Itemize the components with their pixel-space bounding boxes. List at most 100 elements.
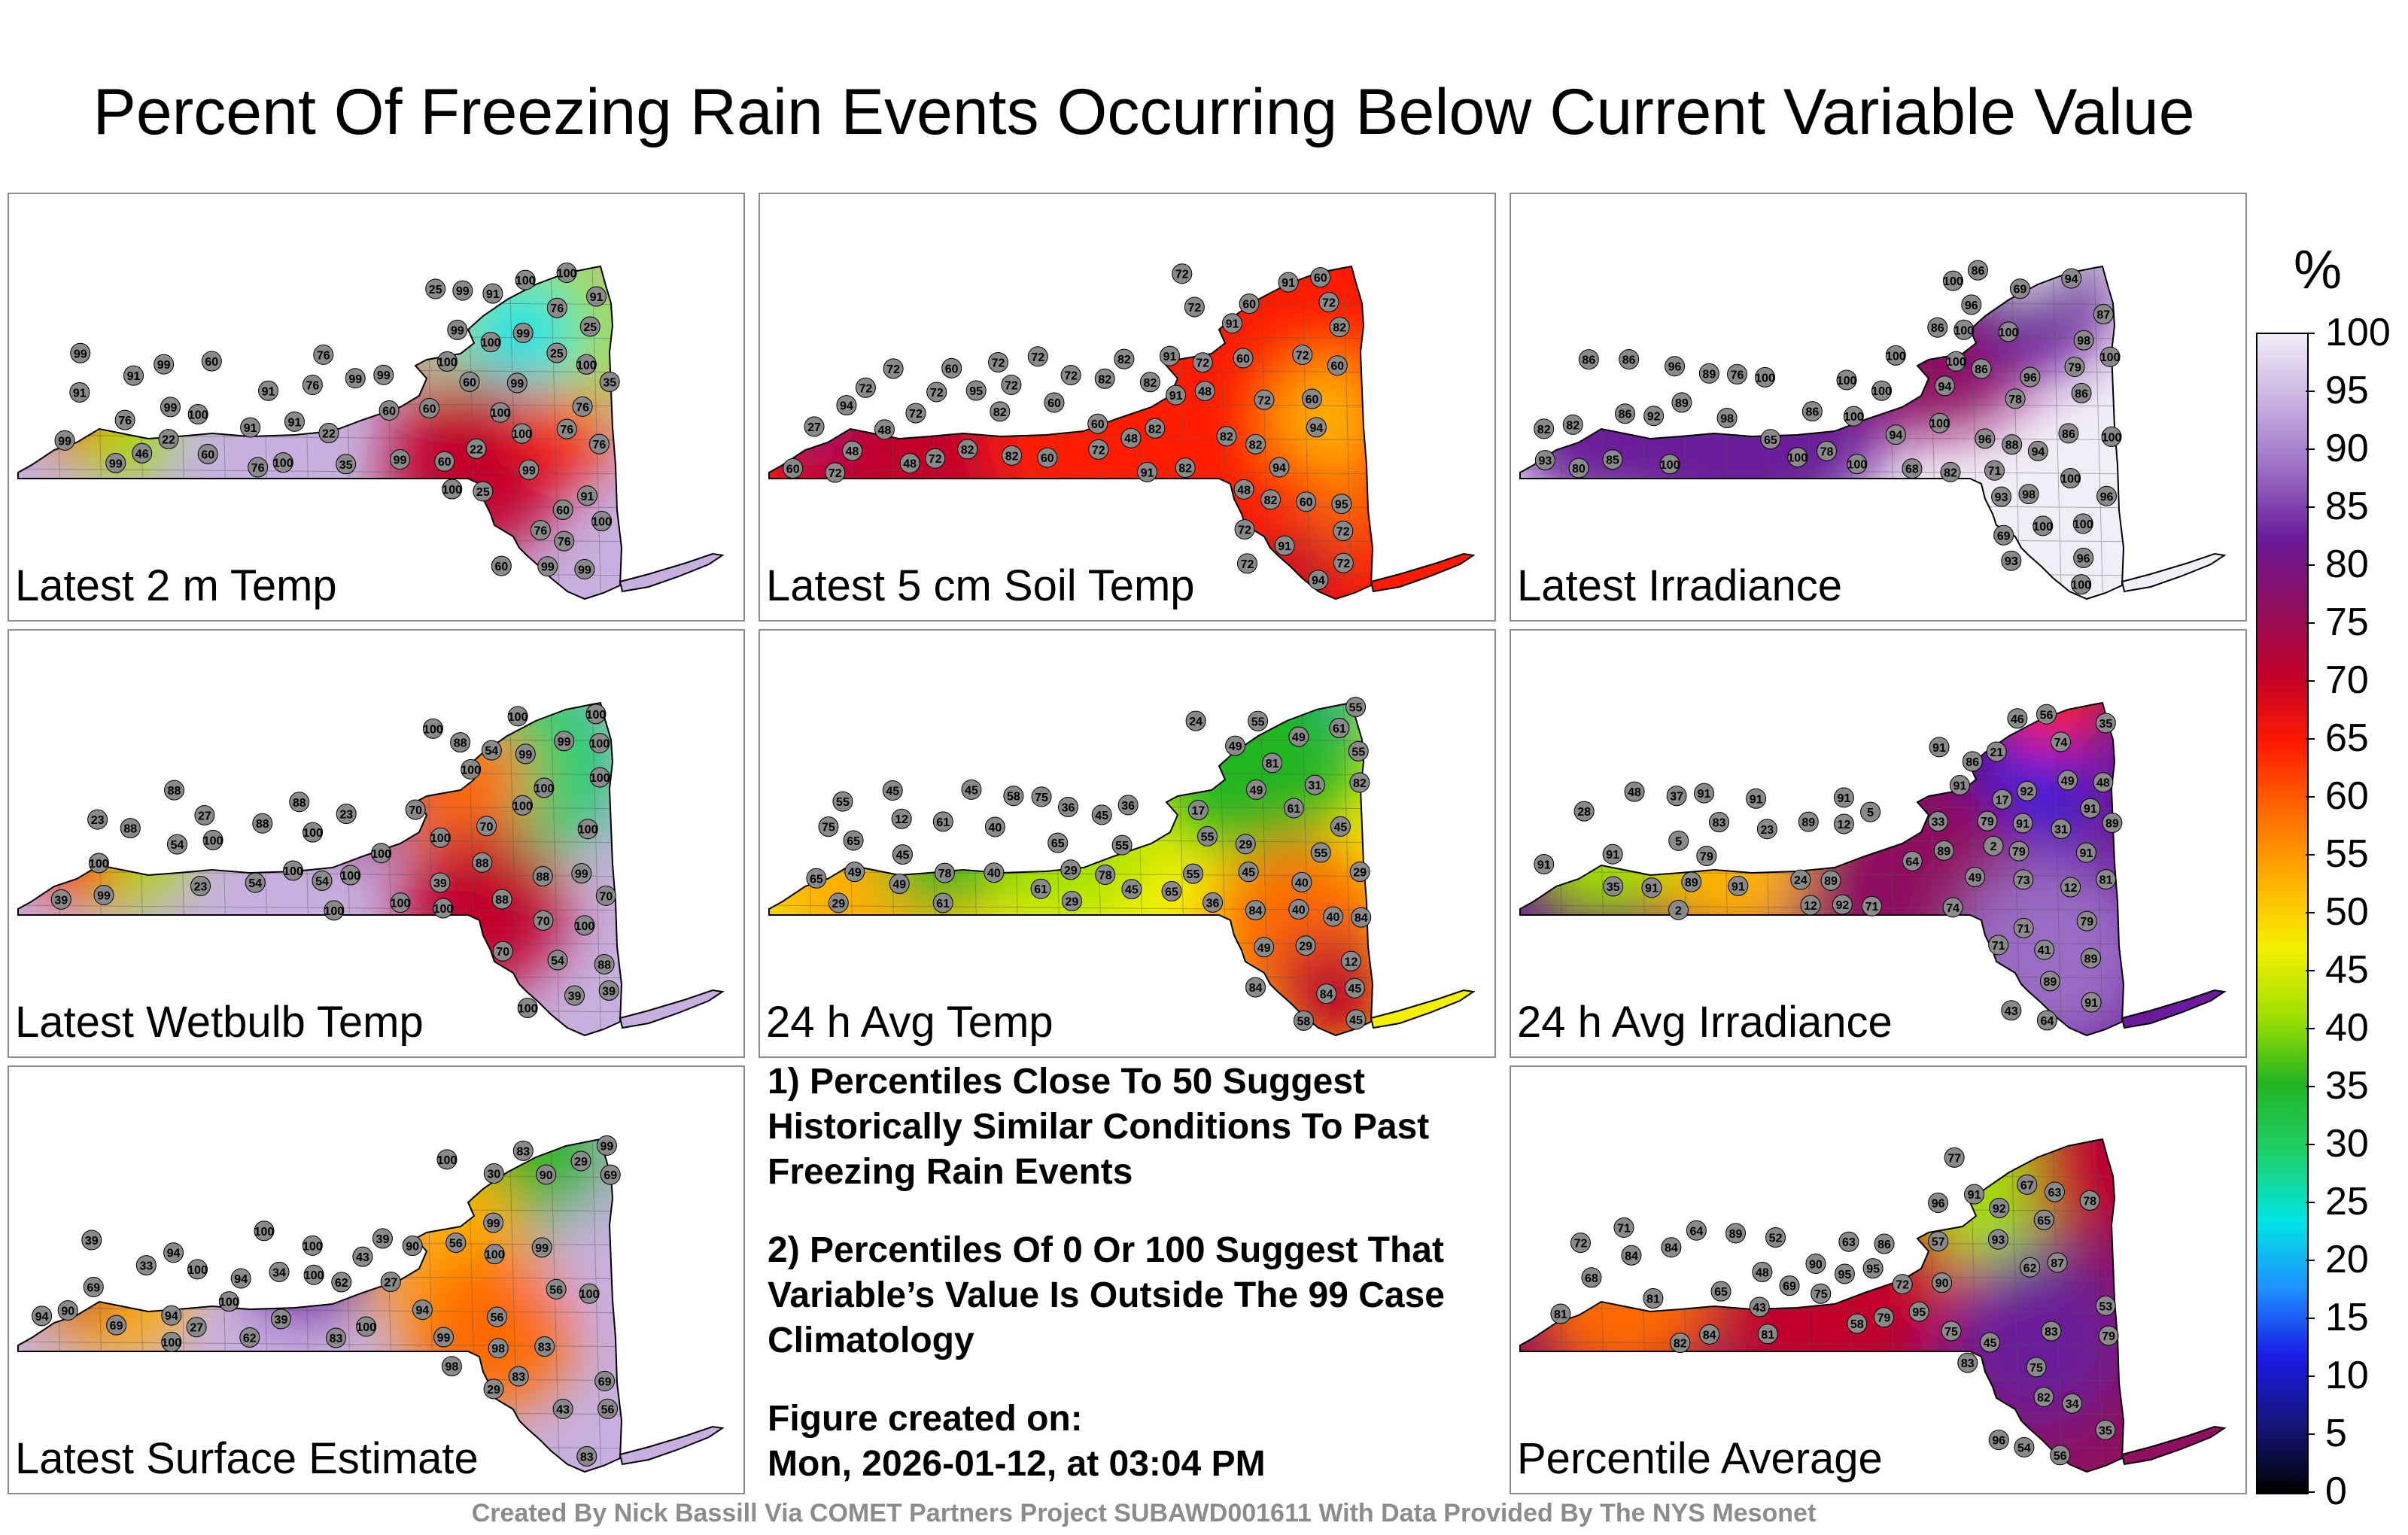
station-value: 27 bbox=[190, 1322, 203, 1335]
station-dot bbox=[1670, 1333, 1691, 1354]
station-dot bbox=[1727, 363, 1748, 385]
station-value: 82 bbox=[993, 406, 1007, 419]
station-marker: 76 bbox=[248, 457, 269, 478]
station-value: 62 bbox=[335, 1277, 348, 1290]
station-dot bbox=[1304, 774, 1325, 795]
station-dot bbox=[1798, 811, 1819, 832]
station-dot bbox=[1811, 1283, 1832, 1304]
station-value: 69 bbox=[110, 1320, 123, 1333]
station-value: 91 bbox=[2084, 803, 2097, 816]
station-marker: 100 bbox=[589, 733, 610, 754]
station-value: 82 bbox=[1117, 354, 1131, 366]
station-value: 70 bbox=[496, 946, 509, 959]
station-value: 100 bbox=[1755, 372, 1775, 385]
station-marker: 72 bbox=[1001, 374, 1022, 395]
station-value: 56 bbox=[491, 1312, 504, 1324]
station-value: 91 bbox=[1750, 793, 1763, 806]
station-value: 65 bbox=[1764, 434, 1777, 447]
station-value: 43 bbox=[1753, 1302, 1766, 1315]
station-value: 99 bbox=[600, 1140, 614, 1153]
station-value: 27 bbox=[198, 810, 211, 822]
station-marker: 100 bbox=[202, 829, 223, 850]
station-value: 100 bbox=[590, 772, 610, 785]
station-dot bbox=[1269, 457, 1290, 478]
station-marker: 91 bbox=[258, 380, 279, 401]
station-dot bbox=[1932, 1272, 1953, 1293]
station-dot bbox=[132, 442, 153, 464]
station-dot bbox=[2073, 547, 2094, 568]
station-marker: 93 bbox=[1991, 486, 2012, 507]
station-value: 86 bbox=[1805, 406, 1819, 419]
county-line bbox=[18, 1409, 622, 1416]
station-marker: 2 bbox=[1983, 835, 2004, 856]
station-dot bbox=[2093, 304, 2114, 325]
station-value: 100 bbox=[371, 848, 391, 861]
county-line bbox=[18, 803, 622, 810]
station-marker: 28 bbox=[1573, 801, 1595, 822]
station-value: 89 bbox=[2043, 976, 2057, 989]
station-value: 100 bbox=[576, 359, 597, 372]
station-dot bbox=[586, 286, 607, 307]
station-dot bbox=[1088, 439, 1109, 460]
station-marker: 83 bbox=[576, 1445, 597, 1467]
station-marker: 29 bbox=[1349, 862, 1370, 883]
colorbar-tick-mark bbox=[2306, 970, 2315, 971]
station-dot bbox=[961, 779, 982, 800]
station-value: 100 bbox=[1999, 327, 2019, 339]
station-dot bbox=[197, 443, 218, 464]
station-value: 91 bbox=[127, 370, 141, 383]
station-marker: 54 bbox=[312, 870, 333, 891]
station-marker: 94 bbox=[1306, 417, 1327, 438]
station-value: 54 bbox=[485, 745, 498, 758]
station-dot bbox=[1329, 718, 1350, 739]
station-marker: 54 bbox=[166, 834, 187, 855]
station-value: 91 bbox=[486, 288, 500, 301]
station-value: 91 bbox=[1537, 859, 1551, 871]
station-value: 91 bbox=[1169, 390, 1183, 403]
station-dot bbox=[2058, 423, 2079, 444]
station-marker: 70 bbox=[405, 799, 426, 820]
station-marker: 79 bbox=[1977, 810, 1998, 831]
station-value: 100 bbox=[461, 764, 481, 777]
station-value: 100 bbox=[518, 1002, 538, 1015]
station-value: 94 bbox=[1889, 430, 1902, 442]
station-dot bbox=[1668, 899, 1689, 920]
station-value: 93 bbox=[2005, 555, 2018, 568]
station-marker: 100 bbox=[272, 452, 293, 473]
station-dot bbox=[371, 843, 392, 864]
station-dot bbox=[161, 1305, 182, 1326]
station-dot bbox=[1245, 433, 1266, 454]
station-value: 82 bbox=[1333, 321, 1346, 334]
station-marker: 91 bbox=[69, 381, 90, 403]
station-marker: 82 bbox=[1670, 1333, 1691, 1354]
station-value: 72 bbox=[1005, 379, 1018, 392]
station-dot bbox=[164, 780, 185, 801]
map-fill-region bbox=[1257, 525, 1347, 599]
county-line bbox=[18, 769, 622, 777]
station-dot bbox=[990, 401, 1011, 422]
station-dot bbox=[2051, 819, 2072, 840]
station-dot bbox=[932, 811, 953, 832]
station-value: 95 bbox=[1335, 499, 1348, 512]
station-marker: 90 bbox=[536, 1164, 557, 1185]
station-dot bbox=[186, 1317, 207, 1338]
station-marker: 90 bbox=[1805, 1254, 1826, 1275]
station-marker: 100 bbox=[303, 822, 324, 843]
station-value: 72 bbox=[1574, 1238, 1588, 1251]
station-marker: 5 bbox=[1860, 801, 1881, 822]
station-value: 64 bbox=[1905, 856, 1919, 868]
station-value: 100 bbox=[589, 738, 610, 751]
station-dot bbox=[1933, 840, 1954, 861]
station-dot bbox=[591, 511, 613, 532]
station-marker: 72 bbox=[825, 462, 846, 483]
station-dot bbox=[546, 1278, 567, 1299]
station-value: 100 bbox=[1844, 411, 1864, 424]
station-value: 91 bbox=[1968, 1189, 1981, 1202]
station-dot bbox=[1728, 875, 1749, 896]
station-marker: 99 bbox=[518, 459, 540, 480]
station-marker: 45 bbox=[1091, 804, 1112, 825]
map-panel-percentile-average: 75 84 81 78 68 71 62 57 54 84 52 79 67 63 83 84 91 90 81 77… bbox=[1510, 1065, 2247, 1494]
station-dot bbox=[2001, 550, 2022, 571]
station-value: 77 bbox=[1947, 1152, 1961, 1165]
county-line bbox=[1520, 972, 2124, 980]
